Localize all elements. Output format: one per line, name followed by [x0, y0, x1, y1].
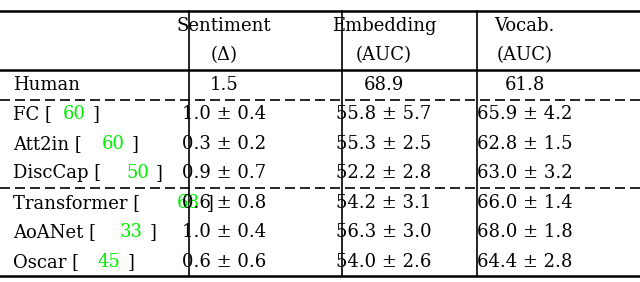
Text: (Δ): (Δ): [211, 47, 237, 65]
Text: 62.8 ± 1.5: 62.8 ± 1.5: [477, 135, 573, 153]
Text: 56.3 ± 3.0: 56.3 ± 3.0: [336, 223, 432, 241]
Text: Human: Human: [13, 76, 80, 94]
Text: 61.8: 61.8: [504, 76, 545, 94]
Text: 54.0 ± 2.6: 54.0 ± 2.6: [336, 253, 432, 271]
Text: ]: ]: [127, 253, 134, 271]
Text: (AUC): (AUC): [356, 47, 412, 65]
Text: 1.0 ± 0.4: 1.0 ± 0.4: [182, 105, 266, 123]
Text: 45: 45: [98, 253, 121, 271]
Text: 65.9 ± 4.2: 65.9 ± 4.2: [477, 105, 573, 123]
Text: ]: ]: [93, 105, 99, 123]
Text: 60: 60: [102, 135, 125, 153]
Text: Vocab.: Vocab.: [495, 17, 555, 35]
Text: 68.9: 68.9: [364, 76, 404, 94]
Text: 0.9 ± 0.7: 0.9 ± 0.7: [182, 164, 266, 182]
Text: 60: 60: [63, 105, 86, 123]
Text: ]: ]: [207, 194, 213, 212]
Text: 64.4 ± 2.8: 64.4 ± 2.8: [477, 253, 573, 271]
Text: ]: ]: [156, 164, 163, 182]
Text: 0.6 ± 0.8: 0.6 ± 0.8: [182, 194, 266, 212]
Text: Sentiment: Sentiment: [177, 17, 271, 35]
Text: 0.3 ± 0.2: 0.3 ± 0.2: [182, 135, 266, 153]
Text: 54.2 ± 3.1: 54.2 ± 3.1: [336, 194, 432, 212]
Text: 55.8 ± 5.7: 55.8 ± 5.7: [337, 105, 431, 123]
Text: DiscCap [: DiscCap [: [13, 164, 101, 182]
Text: 66.0 ± 1.4: 66.0 ± 1.4: [477, 194, 573, 212]
Text: 0.6 ± 0.6: 0.6 ± 0.6: [182, 253, 266, 271]
Text: Transformer [: Transformer [: [13, 194, 140, 212]
Text: 68.0 ± 1.8: 68.0 ± 1.8: [477, 223, 573, 241]
Text: 63.0 ± 3.2: 63.0 ± 3.2: [477, 164, 573, 182]
Text: (AUC): (AUC): [497, 47, 553, 65]
Text: 33: 33: [120, 223, 143, 241]
Text: ]: ]: [150, 223, 156, 241]
Text: ]: ]: [131, 135, 138, 153]
Text: Att2in [: Att2in [: [13, 135, 81, 153]
Text: Oscar [: Oscar [: [13, 253, 79, 271]
Text: Embedding: Embedding: [332, 17, 436, 35]
Text: 68: 68: [177, 194, 200, 212]
Text: 1.0 ± 0.4: 1.0 ± 0.4: [182, 223, 266, 241]
Text: 50: 50: [127, 164, 149, 182]
Text: 55.3 ± 2.5: 55.3 ± 2.5: [337, 135, 431, 153]
Text: FC [: FC [: [13, 105, 52, 123]
Text: 1.5: 1.5: [210, 76, 238, 94]
Text: AoANet [: AoANet [: [13, 223, 96, 241]
Text: 52.2 ± 2.8: 52.2 ± 2.8: [337, 164, 431, 182]
